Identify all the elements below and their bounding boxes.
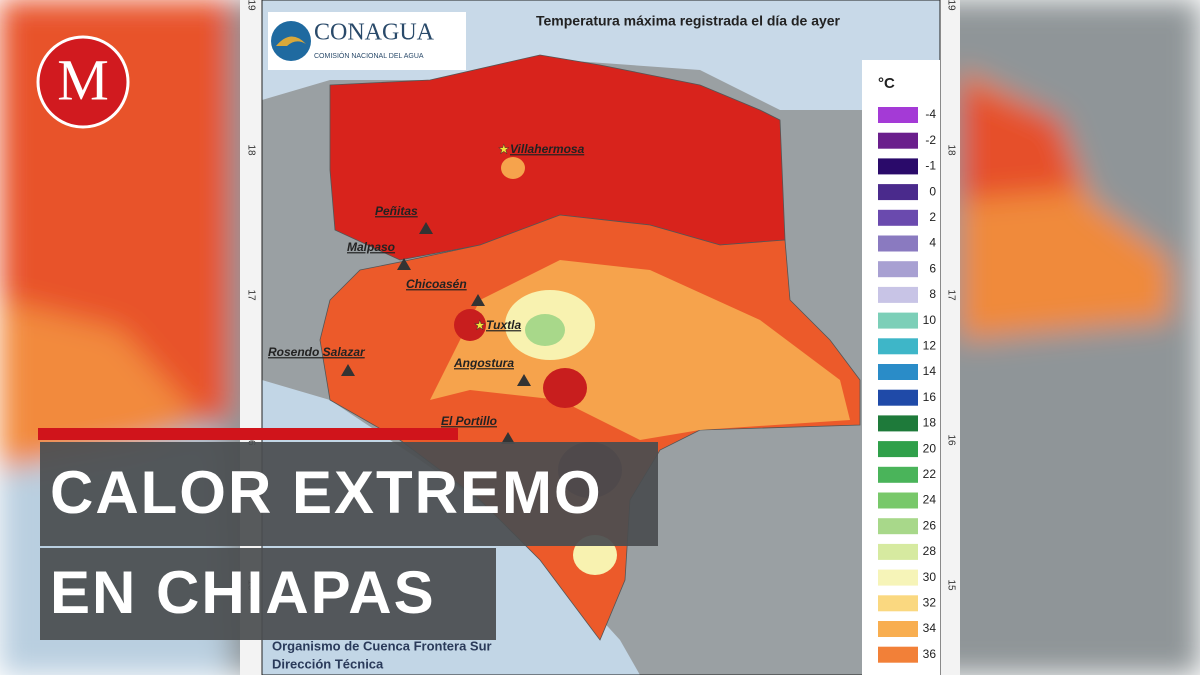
headline-accent <box>38 428 458 440</box>
legend-swatch <box>878 646 918 663</box>
place-label: Rosendo Salazar <box>268 345 366 359</box>
latitude-label: 17 <box>945 289 956 301</box>
brand-logo-letter: M <box>57 47 109 112</box>
place-label: El Portillo <box>441 414 497 428</box>
place-label: Malpaso <box>347 240 395 254</box>
latitude-label: 15 <box>945 579 956 591</box>
legend-swatch <box>878 209 918 226</box>
brand-subtitle: COMISIÓN NACIONAL DEL AGUA <box>314 51 424 60</box>
city-marker: ★ <box>474 317 486 332</box>
legend-label: 14 <box>923 364 937 378</box>
latitude-label: 16 <box>245 434 256 446</box>
place-label: Peñitas <box>375 204 418 218</box>
legend-label: 32 <box>923 595 937 609</box>
legend-swatch <box>878 595 918 612</box>
legend-swatch <box>878 492 918 509</box>
latitude-label: 18 <box>945 144 956 156</box>
map-footer: Dirección Técnica <box>272 656 384 671</box>
latitude-label: 16 <box>945 434 956 446</box>
legend-swatch <box>878 389 918 406</box>
legend-label: 12 <box>923 338 937 352</box>
headline: CALOR EXTREMO <box>50 459 603 526</box>
legend-swatch <box>878 261 918 278</box>
dam-marker <box>341 364 355 376</box>
legend-swatch <box>878 312 918 329</box>
legend-swatch <box>878 235 918 252</box>
legend-label: 4 <box>929 236 936 250</box>
headline-box <box>40 442 658 546</box>
dam-marker <box>397 258 411 270</box>
legend-label: -2 <box>925 133 936 147</box>
legend-swatch <box>878 338 918 355</box>
place-label: Chicoasén <box>406 277 467 291</box>
legend-label: 10 <box>923 313 937 327</box>
latitude-label: 18 <box>245 144 256 156</box>
dam-marker <box>471 294 485 306</box>
brand-name: CONAGUA <box>314 20 435 46</box>
dam-marker <box>517 374 531 386</box>
legend-swatch <box>878 543 918 560</box>
legend-unit: °C <box>878 75 895 92</box>
legend-label: 0 <box>929 184 936 198</box>
legend-label: 36 <box>923 647 937 661</box>
place-label: Villahermosa <box>510 142 585 156</box>
legend-label: 30 <box>923 570 937 584</box>
latitude-label: 19 <box>245 0 256 11</box>
legend-swatch <box>878 364 918 380</box>
legend-label: 26 <box>923 518 937 532</box>
latitude-label: 17 <box>245 289 256 301</box>
dam-marker <box>419 222 433 234</box>
legend-label: 24 <box>923 493 937 507</box>
legend-label: 16 <box>923 390 937 404</box>
legend-label: 18 <box>923 416 937 430</box>
legend-label: 22 <box>923 467 937 481</box>
legend-label: 28 <box>923 544 937 558</box>
legend-label: 20 <box>923 441 937 455</box>
legend-swatch <box>878 107 918 123</box>
latitude-label: 19 <box>945 0 956 11</box>
map-footer: Organismo de Cuenca Frontera Sur <box>272 638 492 653</box>
headline-box <box>40 548 496 640</box>
city-marker: ★ <box>498 141 510 156</box>
legend-swatch <box>878 621 918 637</box>
legend-label: 34 <box>923 621 937 635</box>
brand-logo <box>36 35 130 129</box>
map-title: Temperatura máxima registrada el día de … <box>536 13 841 29</box>
legend-label: 8 <box>929 287 936 301</box>
legend-label: -1 <box>925 159 936 173</box>
legend-swatch <box>878 415 918 432</box>
legend-swatch <box>878 441 918 458</box>
legend-swatch <box>878 569 918 586</box>
dam-marker <box>501 432 515 444</box>
legend-swatch <box>878 184 918 201</box>
legend-swatch <box>878 518 918 535</box>
place-label: Angostura <box>453 356 514 370</box>
legend-swatch <box>878 132 918 149</box>
legend-label: 6 <box>929 261 936 275</box>
legend-label: 2 <box>929 210 936 224</box>
legend-swatch <box>878 466 918 483</box>
legend-swatch <box>878 286 918 303</box>
legend-swatch <box>878 158 918 175</box>
headline: EN CHIAPAS <box>50 559 436 626</box>
place-label: Tuxtla <box>486 318 521 332</box>
legend-label: -4 <box>925 107 936 121</box>
